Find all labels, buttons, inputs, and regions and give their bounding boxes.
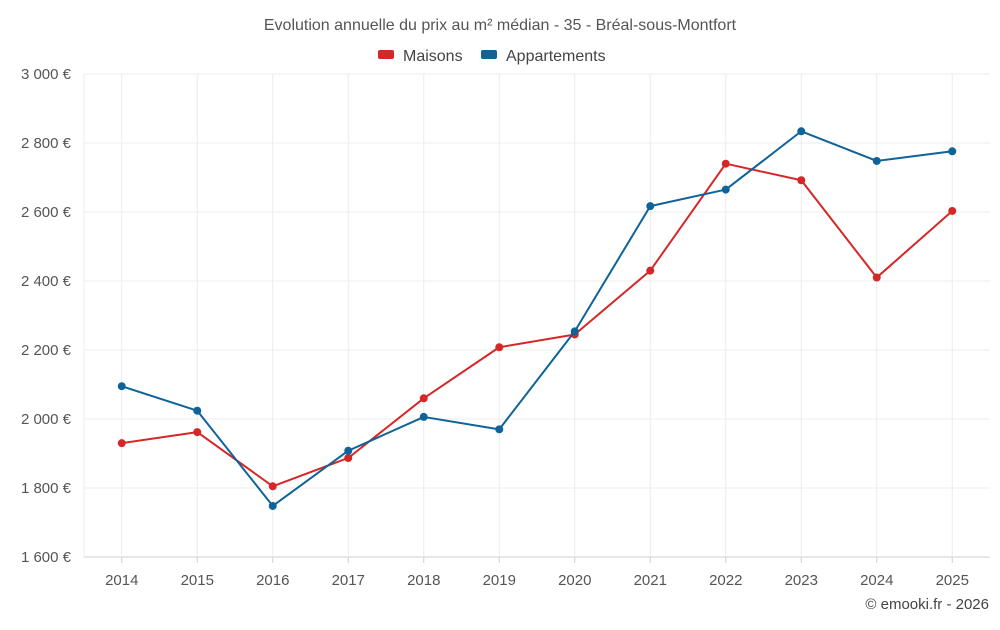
- data-point-appartements[interactable]: [495, 425, 504, 434]
- y-tick-label: 2 800 €: [21, 135, 72, 152]
- x-tick-label: 2014: [105, 572, 138, 589]
- legend: Maisons Appartements: [378, 48, 606, 65]
- series-line-maisons: [121, 162, 953, 488]
- data-point-maisons[interactable]: [344, 453, 353, 462]
- grid: [83, 73, 990, 558]
- x-tick-label: 2024: [860, 572, 893, 589]
- data-point-appartements[interactable]: [721, 185, 730, 194]
- credit-text: © emooki.fr - 2026: [865, 596, 989, 613]
- x-tick-label: 2017: [332, 572, 365, 589]
- x-tick-label: 2018: [407, 572, 440, 589]
- x-tick-label: 2015: [181, 572, 214, 589]
- x-tick-label: 2025: [936, 572, 969, 589]
- data-point-appartements[interactable]: [268, 501, 277, 510]
- y-tick-label: 2 400 €: [21, 273, 72, 290]
- data-point-appartements[interactable]: [948, 147, 957, 156]
- x-tick-label: 2020: [558, 572, 591, 589]
- y-tick-label: 2 600 €: [21, 204, 72, 221]
- data-point-appartements[interactable]: [117, 382, 126, 391]
- data-point-appartements[interactable]: [797, 127, 806, 136]
- data-point-maisons[interactable]: [646, 266, 655, 275]
- legend-label-appartements[interactable]: Appartements: [506, 48, 606, 65]
- data-point-maisons[interactable]: [268, 482, 277, 491]
- y-tick-label: 3 000 €: [21, 66, 72, 83]
- data-point-maisons[interactable]: [721, 159, 730, 168]
- data-point-maisons[interactable]: [419, 394, 428, 403]
- x-tick-label: 2023: [785, 572, 818, 589]
- data-point-maisons[interactable]: [495, 343, 504, 352]
- data-point-appartements[interactable]: [344, 446, 353, 455]
- data-point-maisons[interactable]: [117, 439, 126, 448]
- data-point-maisons[interactable]: [948, 206, 957, 215]
- y-tick-label: 2 200 €: [21, 342, 72, 359]
- data-point-maisons[interactable]: [797, 176, 806, 185]
- chart-title: Evolution annuelle du prix au m² médian …: [264, 17, 737, 34]
- data-point-appartements[interactable]: [193, 406, 202, 415]
- x-tick-label: 2022: [709, 572, 742, 589]
- x-tick-label: 2019: [483, 572, 516, 589]
- legend-swatch-appartements: [481, 50, 497, 59]
- data-point-appartements[interactable]: [646, 202, 655, 211]
- x-axis: 2014 2015 2016 2017 2018 2019 2020 2021 2022 2023…: [105, 557, 969, 589]
- data-point-appartements[interactable]: [872, 156, 881, 165]
- y-tick-label: 2 000 €: [21, 411, 72, 428]
- x-tick-label: 2016: [256, 572, 289, 589]
- data-point-maisons[interactable]: [872, 273, 881, 282]
- legend-swatch-maisons: [378, 50, 394, 59]
- legend-label-maisons[interactable]: Maisons: [403, 48, 463, 65]
- series-line-appartements: [121, 130, 953, 507]
- series: [117, 127, 957, 510]
- data-point-appartements[interactable]: [419, 412, 428, 421]
- x-tick-label: 2021: [634, 572, 667, 589]
- y-tick-label: 1 800 €: [21, 480, 72, 497]
- y-axis: 1 600 € 1 800 € 2 000 € 2 200 € 2 400 € 2 600…: [21, 66, 72, 566]
- y-tick-label: 1 600 €: [21, 549, 72, 566]
- data-point-maisons[interactable]: [193, 428, 202, 437]
- data-point-appartements[interactable]: [570, 327, 579, 336]
